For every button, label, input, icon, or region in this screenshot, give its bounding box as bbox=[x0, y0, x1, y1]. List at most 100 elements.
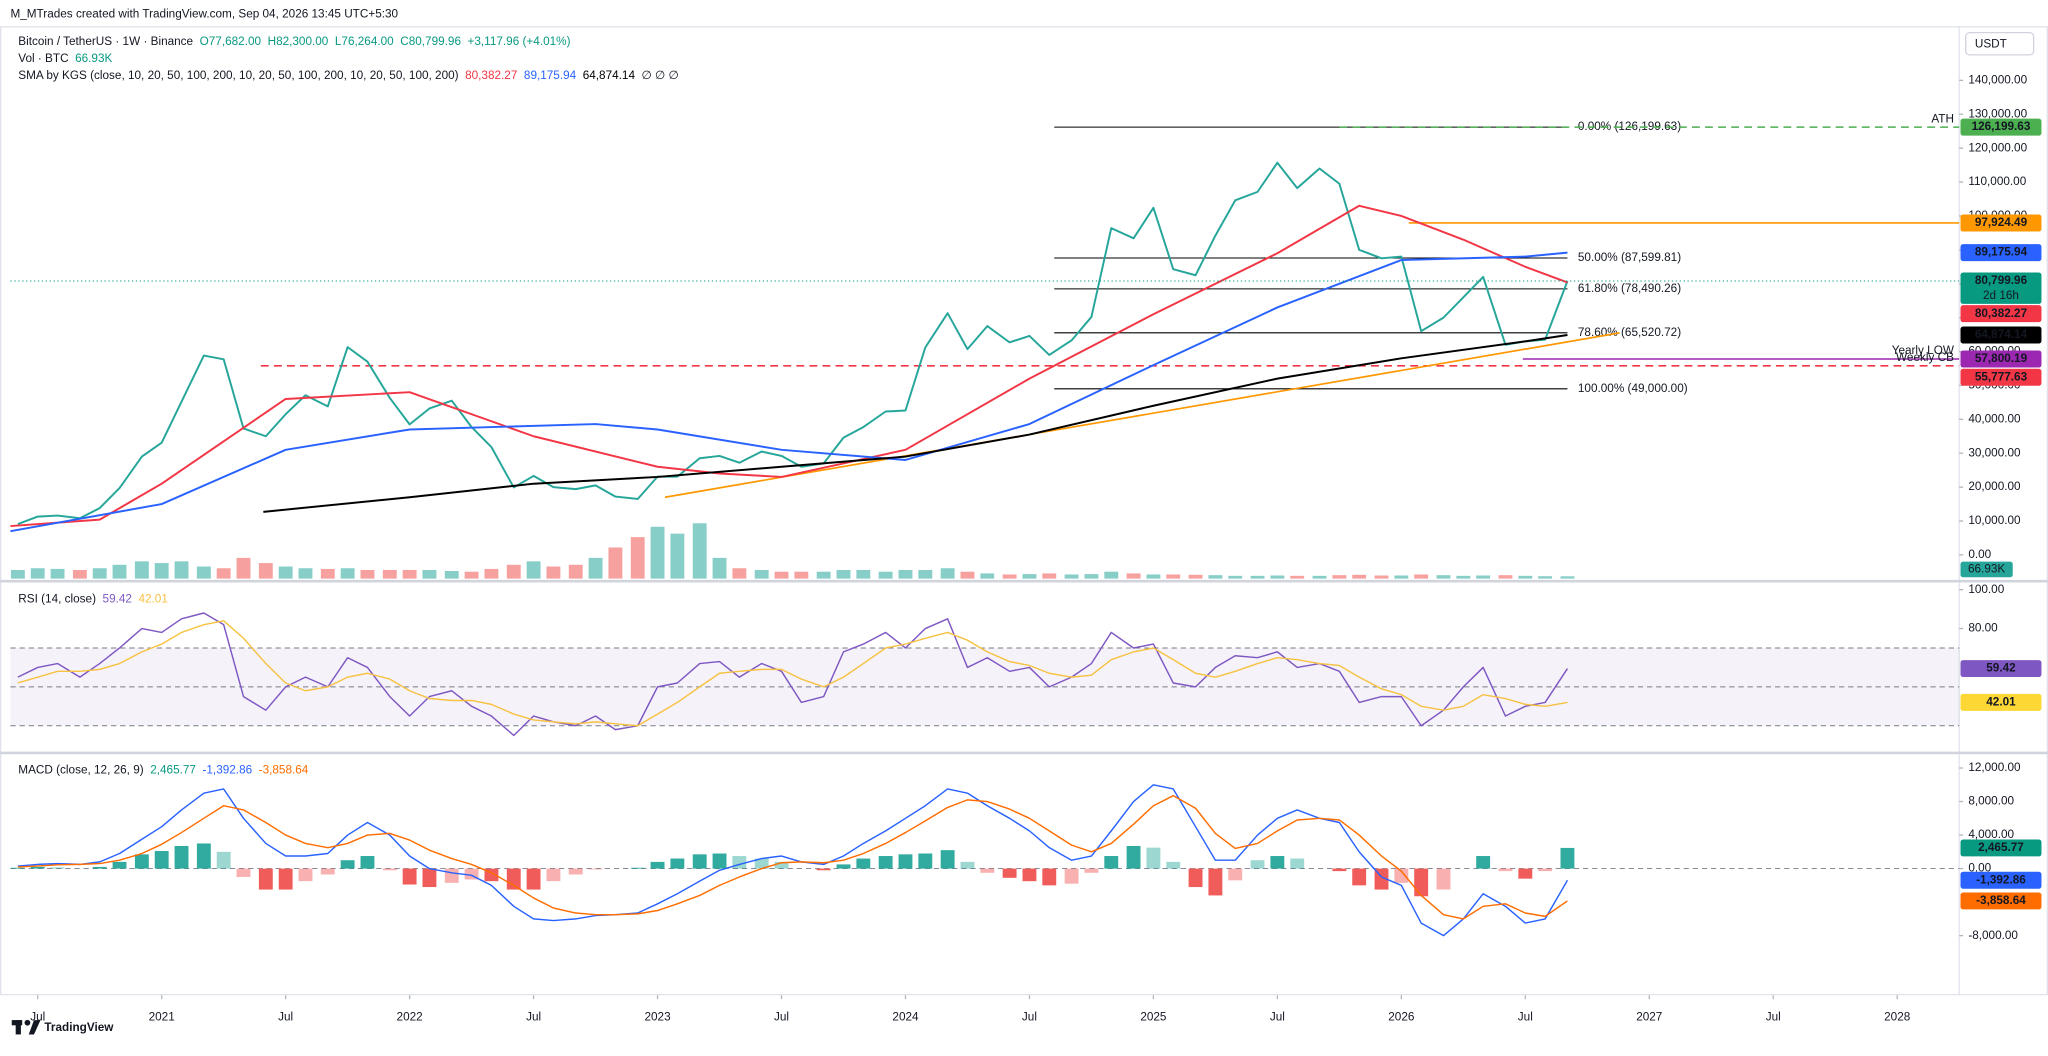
volume-bar bbox=[1332, 575, 1347, 579]
x-tick-label: 2025 bbox=[1140, 1011, 1167, 1024]
histogram-bar bbox=[382, 868, 397, 871]
histogram-bar bbox=[1084, 868, 1099, 873]
histogram-bar bbox=[10, 867, 25, 869]
price-tag bbox=[1960, 214, 2042, 232]
histogram-bar bbox=[836, 864, 851, 869]
histogram-bar bbox=[340, 860, 355, 869]
indicator-line bbox=[17, 612, 1569, 737]
volume-bar bbox=[1456, 575, 1471, 579]
volume-bar bbox=[382, 569, 397, 579]
volume-bar bbox=[1270, 575, 1285, 579]
x-tick-label: 2022 bbox=[397, 1011, 423, 1024]
price-tag bbox=[1960, 839, 2042, 857]
volume-bar bbox=[50, 568, 65, 579]
histogram-bar bbox=[1002, 868, 1017, 878]
histogram-bar bbox=[506, 868, 521, 890]
legend-item: 42.01 bbox=[138, 593, 167, 606]
legend-item: 80,382.27 bbox=[465, 69, 517, 82]
histogram-bar bbox=[50, 867, 65, 869]
volume-bar bbox=[484, 568, 499, 579]
fib-label: 61.80% (78,490.26) bbox=[1578, 282, 1681, 295]
histogram-bar bbox=[422, 868, 437, 888]
legend-item: L76,264.00 bbox=[335, 35, 394, 48]
volume-bar bbox=[464, 571, 479, 579]
y-tick-label: 8,000.00 bbox=[1968, 795, 2014, 808]
volume-bar bbox=[1374, 575, 1389, 579]
indicator-line bbox=[17, 784, 1569, 937]
legend-row: RSI (14, close) 59.42 42.01 bbox=[18, 593, 168, 606]
price-tag bbox=[1960, 892, 2042, 910]
volume-bar bbox=[1312, 575, 1327, 579]
volume-bar bbox=[1126, 573, 1141, 579]
currency-button[interactable] bbox=[1965, 32, 2035, 56]
y-tick-label: 30,000.00 bbox=[1968, 446, 2021, 459]
price-tag-label: 97,924.49 bbox=[1975, 216, 2028, 229]
price-tag bbox=[1960, 244, 2042, 262]
price-tag bbox=[1960, 272, 2042, 304]
histogram-bar bbox=[1166, 861, 1181, 869]
volume-bar bbox=[154, 563, 169, 579]
watermark: M_MTrades created with TradingView.com, … bbox=[10, 7, 398, 20]
x-tick-label: 2027 bbox=[1636, 1011, 1662, 1024]
volume-bar bbox=[340, 568, 355, 579]
histogram-bar bbox=[1476, 856, 1491, 869]
volume-bar bbox=[10, 569, 25, 579]
volume-bar bbox=[444, 571, 459, 579]
histogram-bar bbox=[712, 853, 727, 869]
volume-bar bbox=[278, 566, 293, 579]
volume-bar bbox=[1084, 574, 1099, 579]
x-tick-label: Jul bbox=[1766, 1011, 1781, 1024]
volume-bar bbox=[216, 568, 231, 579]
y-tick-label: 4,000.00 bbox=[1968, 828, 2014, 841]
y-tick-label: 0.00 bbox=[1968, 548, 1991, 561]
histogram-bar bbox=[402, 868, 417, 885]
logo-shape bbox=[28, 1020, 41, 1035]
y-tick-label: 40,000.00 bbox=[1968, 412, 2021, 425]
histogram-bar bbox=[732, 856, 747, 869]
legend-item: Bitcoin / TetherUS · 1W · Binance bbox=[18, 35, 193, 48]
volume-bar bbox=[856, 569, 871, 579]
volume-bar bbox=[836, 569, 851, 579]
volume-bar bbox=[92, 568, 107, 579]
y-tick-label: 120,000.00 bbox=[1968, 141, 2027, 154]
price-tag-label: 80,382.27 bbox=[1975, 307, 2028, 320]
volume-bar bbox=[960, 571, 975, 579]
volume-bar bbox=[1290, 575, 1305, 579]
volume-bar bbox=[360, 569, 375, 579]
x-tick-label: Jul bbox=[526, 1011, 541, 1024]
volume-bar bbox=[402, 569, 417, 579]
volume-bar bbox=[692, 523, 707, 579]
histogram-bar bbox=[1042, 868, 1057, 886]
histogram-bar bbox=[134, 854, 149, 869]
histogram-bar bbox=[92, 866, 107, 869]
legend-item: C80,799.96 bbox=[400, 35, 461, 48]
volume-bar bbox=[588, 557, 603, 579]
legend-item: Vol · BTC bbox=[18, 52, 69, 65]
histogram-bar bbox=[856, 858, 871, 869]
y-tick-label: 12,000.00 bbox=[1968, 761, 2021, 774]
volume-bar bbox=[1394, 575, 1409, 579]
volume-bar bbox=[1064, 574, 1079, 579]
fib-label: 50.00% (87,599.81) bbox=[1578, 251, 1681, 264]
volume-bar bbox=[670, 533, 685, 579]
histogram-bar bbox=[444, 868, 459, 883]
price-tag bbox=[1960, 350, 2042, 368]
price-tag-label: -1,392.86 bbox=[1976, 873, 2026, 886]
volume-bar bbox=[1498, 575, 1513, 579]
histogram-bar bbox=[546, 868, 561, 882]
histogram-bar bbox=[898, 854, 913, 869]
horizontal-line-label: ATH bbox=[1931, 112, 1954, 125]
price-tag-label: 80,799.96 bbox=[1975, 274, 2028, 287]
histogram-bar bbox=[816, 868, 831, 871]
histogram-bar bbox=[1394, 868, 1409, 883]
volume-tag bbox=[1960, 561, 2013, 578]
price-tag bbox=[1960, 368, 2042, 386]
volume-bar bbox=[1208, 575, 1223, 579]
volume-bar bbox=[1436, 575, 1451, 579]
volume-bar bbox=[298, 568, 313, 579]
volume-bar bbox=[320, 568, 335, 579]
histogram-bar bbox=[278, 868, 293, 890]
volume-bar bbox=[1022, 574, 1037, 579]
price-tag-label: 89,175.94 bbox=[1975, 246, 2028, 259]
histogram-bar bbox=[754, 858, 769, 869]
